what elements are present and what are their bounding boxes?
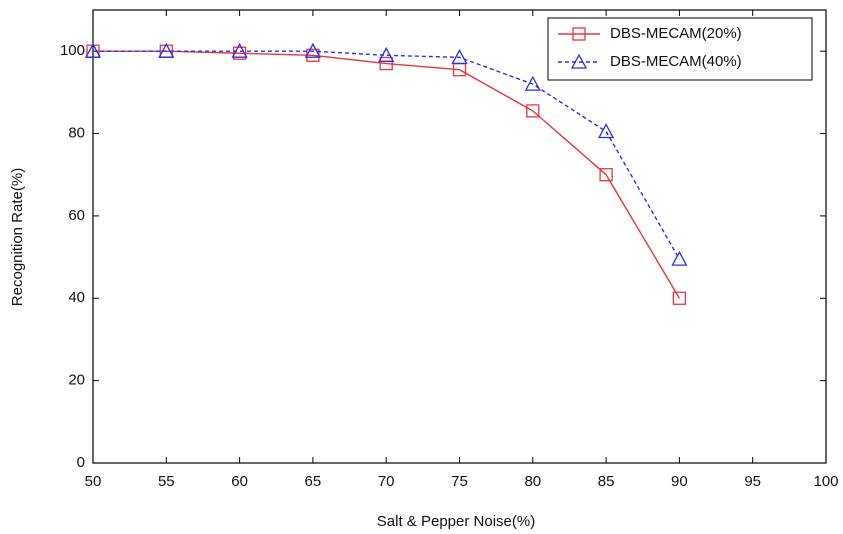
legend-box xyxy=(547,17,813,81)
marker xyxy=(378,46,395,62)
series-line xyxy=(93,50,681,299)
x-tick-label: 70 xyxy=(378,473,395,490)
series-line xyxy=(93,50,681,260)
legend-label: DBS-MECAM(20%) xyxy=(610,25,742,42)
legend-label: DBS-MECAM(40%) xyxy=(610,53,742,70)
x-tick-label: 95 xyxy=(744,473,761,490)
marker xyxy=(572,27,586,41)
marker xyxy=(598,123,615,139)
marker xyxy=(379,56,393,71)
x-axis-label: Salt & Pepper Noise(%) xyxy=(377,513,535,530)
y-tick-label: 100 xyxy=(60,42,85,59)
x-tick-label: 60 xyxy=(231,473,248,490)
x-tick-label: 65 xyxy=(305,473,322,490)
marker xyxy=(671,250,688,266)
y-tick-label: 20 xyxy=(68,372,85,389)
x-tick-label: 90 xyxy=(671,473,688,490)
x-tick-label: 50 xyxy=(85,473,102,490)
marker xyxy=(570,53,588,69)
marker xyxy=(158,42,175,58)
x-tick-label: 85 xyxy=(598,473,615,490)
x-tick-label: 75 xyxy=(451,473,468,490)
y-axis-label: Recognition Rate(%) xyxy=(9,168,26,306)
marker xyxy=(84,42,102,58)
x-tick-label: 80 xyxy=(524,473,541,490)
marker xyxy=(599,168,613,182)
y-tick-label: 40 xyxy=(68,289,85,306)
marker xyxy=(672,291,687,305)
marker xyxy=(304,42,321,58)
y-tick-label: 80 xyxy=(68,125,85,142)
x-tick-label: 100 xyxy=(813,473,838,490)
marker xyxy=(524,75,541,91)
marker xyxy=(231,42,248,58)
marker xyxy=(232,46,247,60)
y-tick-label: 60 xyxy=(68,207,85,224)
y-tick-label: 0 xyxy=(77,454,85,471)
marker xyxy=(451,48,468,65)
x-tick-label: 55 xyxy=(158,473,175,490)
marker xyxy=(526,104,540,118)
